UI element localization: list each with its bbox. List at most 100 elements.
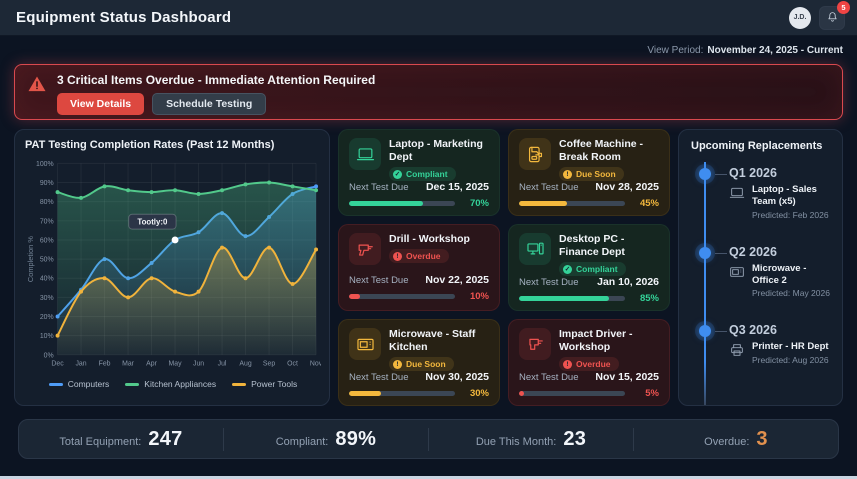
chart-tooltip: Tootly:0 [128, 213, 177, 230]
progress-bar [349, 391, 455, 397]
replacements-title: Upcoming Replacements [691, 140, 823, 152]
completion-line-chart[interactable]: 0% 10% 20% 30% 40% 50% 60% 70% 80% 90% 100% Dec Jan F… [25, 154, 321, 378]
view-period-label: View Period: [647, 44, 704, 56]
status-icon: ! [393, 251, 402, 261]
microwave-icon [730, 266, 744, 277]
svg-text:Jan: Jan [75, 361, 86, 368]
svg-text:Apr: Apr [146, 361, 157, 368]
timeline-item: Q3 2026 Printer - HR Dept Predicted: Aug… [699, 323, 834, 365]
stat-value: 3 [756, 427, 768, 450]
alert-message: 3 Critical Items Overdue - Immediate Att… [57, 73, 376, 87]
progress-fill [349, 391, 381, 397]
status-badge: ! Overdue [389, 249, 449, 264]
stat-label: Due This Month: [475, 435, 557, 448]
chart-title: PAT Testing Completion Rates (Past 12 Mo… [25, 139, 275, 151]
svg-text:Feb: Feb [99, 361, 111, 368]
chart-legend: Computers Kitchen Appliances Power Tools [25, 379, 321, 389]
equipment-card[interactable]: Microwave - Staff Kitchen ! Due Soon Next… [338, 319, 500, 406]
svg-text:Tootly:0: Tootly:0 [137, 218, 168, 227]
equipment-card[interactable]: Drill - Workshop ! Overdue Next Test Due … [338, 224, 500, 311]
legend-item-power-tools[interactable]: Power Tools [232, 379, 297, 389]
status-icon: ! [393, 359, 402, 369]
legend-swatch [48, 382, 63, 386]
svg-text:60%: 60% [40, 237, 54, 244]
bell-icon [827, 12, 837, 22]
progress-fill [349, 201, 424, 207]
stat-compliant: Compliant: 89% [223, 427, 428, 451]
equipment-card[interactable]: Desktop PC - Finance Dept ✓ Compliant Nex… [508, 224, 670, 311]
svg-text:70%: 70% [40, 218, 54, 225]
progress-fill [519, 391, 525, 397]
equipment-icon-tile [519, 233, 551, 265]
svg-text:Jul: Jul [218, 361, 227, 368]
svg-text:Sep: Sep [263, 361, 275, 368]
status-badge: ✓ Compliant [559, 262, 626, 277]
svg-text:Oct: Oct [287, 361, 298, 368]
progress-bar [349, 294, 455, 299]
equipment-icon-tile [519, 138, 551, 170]
next-test-label: Next Test Due [519, 182, 579, 194]
timeline-connector [715, 174, 727, 175]
svg-text:40%: 40% [40, 276, 54, 283]
equipment-name: Coffee Machine - Break Room [559, 138, 644, 164]
equipment-card[interactable]: Coffee Machine - Break Room ! Due Soon Ne… [508, 129, 670, 216]
svg-text:80%: 80% [40, 199, 54, 206]
replacements-timeline: Q1 2026 Laptop - Sales Team (x5) Predict… [699, 162, 834, 405]
quarter-label: Q1 2026 [729, 166, 777, 180]
stat-label: Compliant: [275, 435, 329, 448]
timeline-item: Q2 2026 Microwave - Office 2 Predicted: … [699, 244, 834, 299]
stat-value: 89% [335, 427, 377, 450]
next-test-date: Jan 10, 2026 [597, 276, 659, 289]
replacement-name: Laptop - Sales Team (x5) [752, 184, 817, 208]
view-period: View Period: November 24, 2025 - Current [0, 36, 857, 64]
equipment-icon-tile [349, 328, 381, 360]
svg-text:Nov: Nov [310, 361, 321, 368]
equipment-card[interactable]: Impact Driver - Workshop ! Overdue Next T… [508, 319, 670, 406]
progress-bar [519, 296, 625, 302]
progress-bar [519, 201, 625, 207]
replacement-name: Printer - HR Dept [752, 341, 829, 353]
next-test-date: Nov 30, 2025 [425, 371, 489, 384]
next-test-label: Next Test Due [519, 372, 579, 384]
legend-item-kitchen-appliances[interactable]: Kitchen Appliances [125, 379, 216, 389]
legend-label: Kitchen Appliances [144, 379, 217, 389]
stat-total-equipment: Total Equipment: 247 [19, 428, 223, 451]
status-icon: ✓ [563, 264, 572, 274]
svg-text:0%: 0% [44, 352, 54, 359]
stat-label: Overdue: [704, 435, 750, 448]
equipment-name: Laptop - Marketing Dept [389, 138, 483, 164]
avatar[interactable]: J.D. [789, 6, 811, 29]
svg-text:20%: 20% [40, 314, 54, 321]
page-title: Equipment Status Dashboard [16, 9, 232, 26]
svg-text:100%: 100% [36, 161, 54, 168]
status-icon: ! [563, 359, 572, 369]
next-test-label: Next Test Due [349, 275, 409, 286]
replacement-predicted: Predicted: Aug 2026 [752, 354, 829, 365]
notifications-button[interactable]: 5 [819, 0, 850, 30]
view-details-button[interactable]: View Details [57, 93, 145, 115]
quarter-label: Q2 2026 [729, 244, 777, 259]
status-badge: ! Overdue [559, 357, 619, 372]
legend-item-computers[interactable]: Computers [48, 379, 109, 389]
status-badge: ! Due Soon [389, 357, 454, 372]
equipment-icon-tile [349, 233, 381, 265]
summary-stats-bar: Total Equipment: 247 Compliant: 89% Due This… [18, 419, 839, 459]
replacement-predicted: Predicted: May 2026 [752, 288, 830, 299]
critical-alert-banner: 3 Critical Items Overdue - Immediate Att… [14, 64, 843, 120]
next-test-date: Nov 28, 2025 [595, 181, 659, 194]
progress-percent: 10% [469, 291, 489, 302]
equipment-card[interactable]: Laptop - Marketing Dept ✓ Compliant Next … [338, 129, 500, 216]
next-test-label: Next Test Due [519, 277, 579, 289]
timeline-node [699, 325, 711, 338]
upcoming-replacements-panel: Upcoming Replacements Q1 2026 Laptop - S… [678, 129, 843, 406]
equipment-icon-tile [349, 138, 381, 170]
svg-text:50%: 50% [40, 257, 54, 264]
timeline-item: Q1 2026 Laptop - Sales Team (x5) Predict… [699, 166, 834, 220]
legend-swatch [232, 382, 247, 386]
replacement-name: Microwave - Office 2 [752, 262, 807, 287]
svg-text:May: May [169, 361, 183, 368]
progress-bar [519, 391, 625, 397]
svg-text:90%: 90% [40, 180, 54, 187]
app-header: Equipment Status Dashboard J.D. 5 [0, 0, 857, 36]
schedule-testing-button[interactable]: Schedule Testing [152, 93, 267, 115]
